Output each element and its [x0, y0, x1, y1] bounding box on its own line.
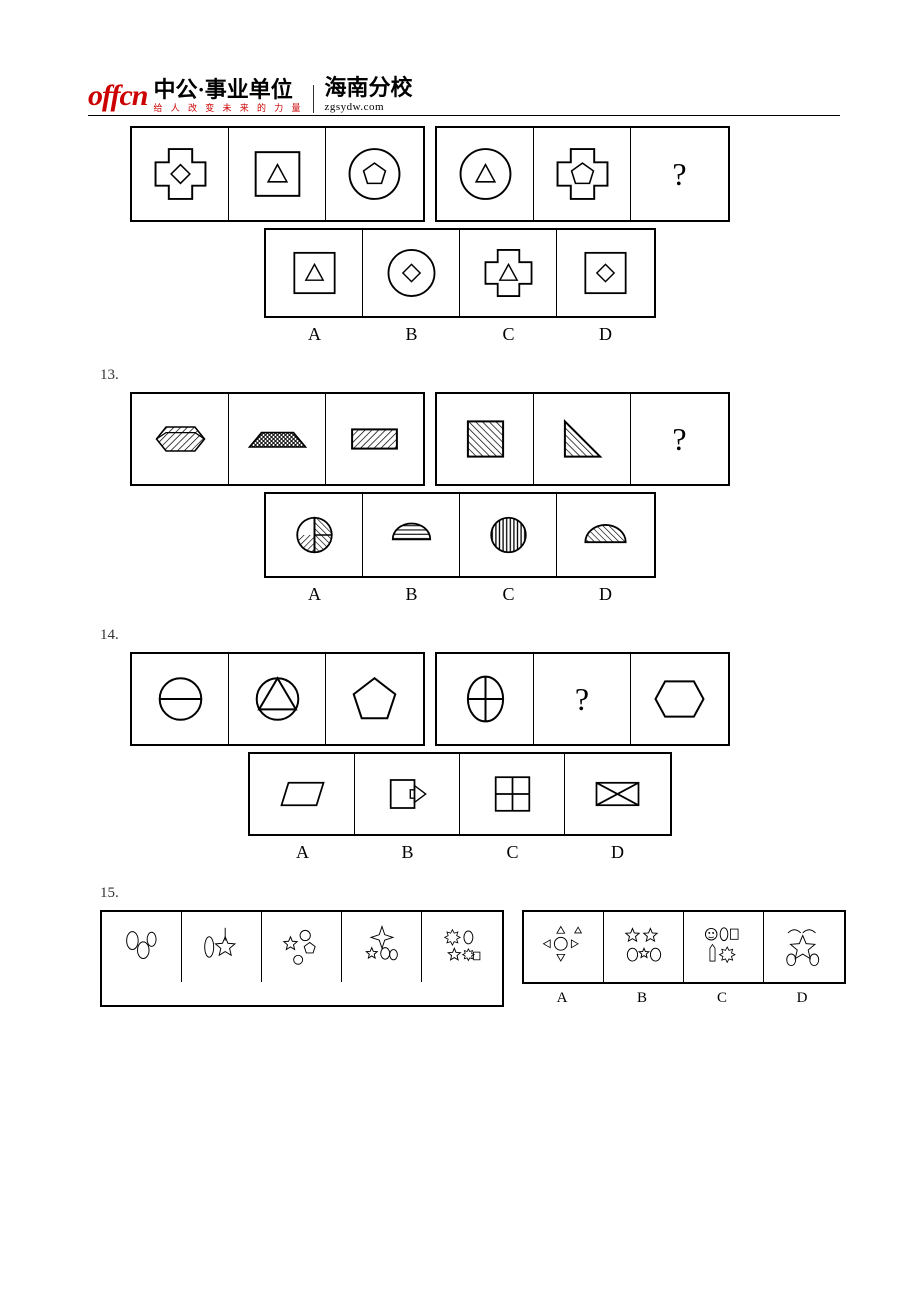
- q12-opt-0: [266, 230, 363, 316]
- q13-seq-0: [437, 394, 534, 484]
- q13-seq-2: [326, 394, 423, 484]
- q14-number: 14.: [100, 627, 840, 644]
- option-label-b: B: [602, 990, 682, 1007]
- logo-branch: 海南分校: [324, 75, 412, 100]
- q13-opt-2: [460, 494, 557, 576]
- q12-opt-1: [363, 230, 460, 316]
- q13-seq-1: [229, 394, 326, 484]
- q12-opt-2: [460, 230, 557, 316]
- q13-labels: ABCD: [80, 584, 840, 605]
- q13-opt-1: [363, 494, 460, 576]
- q12-seq-2: ?: [631, 128, 728, 220]
- q13-opt-0: [266, 494, 363, 576]
- q14-sequence: ?: [130, 652, 840, 746]
- q14-seq-1: [229, 654, 326, 744]
- q13-seq-2: ?: [631, 394, 728, 484]
- logo-cn: 中公·事业单位: [153, 77, 292, 102]
- logo-separator: [313, 85, 314, 113]
- q14-block: ? ABCD: [80, 652, 840, 863]
- q14-seq-1: ?: [534, 654, 631, 744]
- option-label-b: B: [363, 584, 460, 605]
- q15-sequence: [100, 910, 504, 1007]
- q12-seq-1: [534, 128, 631, 220]
- q12-block: ? ABCD: [80, 126, 840, 345]
- q13-sequence: ?: [130, 392, 840, 486]
- question-mark: ?: [575, 681, 589, 718]
- q13-number: 13.: [100, 367, 840, 384]
- q15-row: ABCD: [100, 910, 840, 1007]
- q12-seq-2: [326, 128, 423, 220]
- q12-sequence: ?: [130, 126, 840, 222]
- q14-seq-0: [132, 654, 229, 744]
- logo-url: zgsydw.com: [324, 102, 412, 113]
- option-label-c: C: [460, 842, 565, 863]
- q14-opt-1: [355, 754, 460, 834]
- q15-seq-3: [342, 912, 422, 982]
- option-label-c: C: [460, 324, 557, 345]
- q15-seq-1: [182, 912, 262, 982]
- option-label-c: C: [682, 990, 762, 1007]
- q15-opt-3: [764, 912, 844, 982]
- logo-cn-block: 中公·事业单位 给 人 改 变 未 来 的 力 量: [153, 72, 303, 113]
- q13-opt-3: [557, 494, 654, 576]
- q15-opt-0: [524, 912, 604, 982]
- option-label-d: D: [762, 990, 842, 1007]
- option-label-c: C: [460, 584, 557, 605]
- q12-seq-1: [229, 128, 326, 220]
- q14-opt-3: [565, 754, 670, 834]
- question-mark: ?: [672, 421, 686, 458]
- option-label-a: A: [250, 842, 355, 863]
- q14-opt-0: [250, 754, 355, 834]
- question-mark: ?: [672, 156, 686, 193]
- logo-branch-block: 海南分校 zgsydw.com: [324, 70, 412, 113]
- page-header: offcn 中公·事业单位 给 人 改 变 未 来 的 力 量 海南分校 zgs…: [88, 70, 840, 116]
- q13-seq-1: [534, 394, 631, 484]
- option-label-b: B: [363, 324, 460, 345]
- q12-labels: ABCD: [80, 324, 840, 345]
- q15-seq-2: [262, 912, 342, 982]
- q14-options: [80, 752, 840, 836]
- q15-labels: ABCD: [522, 990, 846, 1007]
- option-label-a: A: [522, 990, 602, 1007]
- q14-opt-2: [460, 754, 565, 834]
- q12-options: [80, 228, 840, 318]
- q13-block: ? ABCD: [80, 392, 840, 605]
- q14-seq-2: [631, 654, 728, 744]
- q15-number: 15.: [100, 885, 840, 902]
- option-label-d: D: [565, 842, 670, 863]
- option-label-d: D: [557, 584, 654, 605]
- logo-tagline: 给 人 改 变 未 来 的 力 量: [153, 104, 303, 113]
- q14-labels: ABCD: [80, 842, 840, 863]
- q14-seq-0: [437, 654, 534, 744]
- option-label-a: A: [266, 584, 363, 605]
- q15-opt-1: [604, 912, 684, 982]
- option-label-b: B: [355, 842, 460, 863]
- q12-opt-3: [557, 230, 654, 316]
- q12-seq-0: [437, 128, 534, 220]
- q12-seq-0: [132, 128, 229, 220]
- option-label-d: D: [557, 324, 654, 345]
- q13-seq-0: [132, 394, 229, 484]
- q15-seq-0: [102, 912, 182, 982]
- q13-options: [80, 492, 840, 578]
- q14-seq-2: [326, 654, 423, 744]
- option-label-a: A: [266, 324, 363, 345]
- q15-seq-4: [422, 912, 502, 982]
- q15-options: [522, 910, 846, 984]
- q15-opt-2: [684, 912, 764, 982]
- logo-en: offcn: [88, 79, 147, 113]
